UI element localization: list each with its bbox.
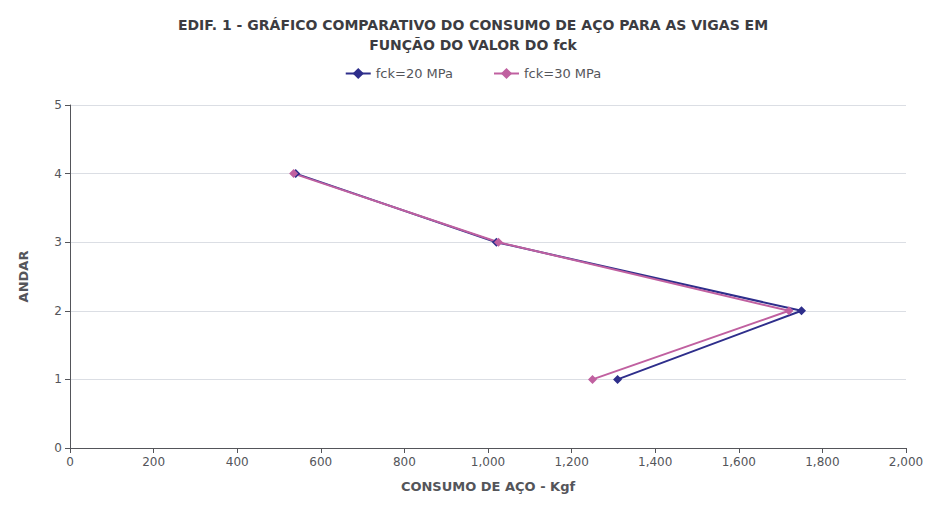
- svg-text:0: 0: [54, 441, 62, 455]
- svg-text:fck=20 MPa: fck=20 MPa: [376, 66, 453, 81]
- svg-text:200: 200: [142, 455, 165, 469]
- svg-text:2,000: 2,000: [889, 455, 923, 469]
- svg-text:1,800: 1,800: [805, 455, 839, 469]
- svg-text:4: 4: [54, 167, 62, 181]
- svg-text:1: 1: [54, 372, 62, 386]
- svg-text:EDIF. 1 - GRÁFICO COMPARATIVO: EDIF. 1 - GRÁFICO COMPARATIVO DO CONSUMO…: [178, 17, 768, 33]
- svg-text:1,600: 1,600: [722, 455, 756, 469]
- svg-text:CONSUMO DE AÇO - Kgf: CONSUMO DE AÇO - Kgf: [401, 479, 576, 494]
- svg-text:1,200: 1,200: [554, 455, 588, 469]
- svg-text:400: 400: [226, 455, 249, 469]
- svg-text:fck=30 MPa: fck=30 MPa: [524, 66, 601, 81]
- svg-text:FUNÇÃO DO VALOR DO fck: FUNÇÃO DO VALOR DO fck: [369, 37, 577, 53]
- svg-text:3: 3: [54, 235, 62, 249]
- svg-text:0: 0: [66, 455, 74, 469]
- svg-text:ANDAR: ANDAR: [16, 251, 31, 303]
- svg-text:600: 600: [309, 455, 332, 469]
- svg-text:5: 5: [54, 98, 62, 112]
- svg-text:1,400: 1,400: [638, 455, 672, 469]
- svg-text:800: 800: [393, 455, 416, 469]
- svg-text:1,000: 1,000: [471, 455, 505, 469]
- svg-text:2: 2: [54, 304, 62, 318]
